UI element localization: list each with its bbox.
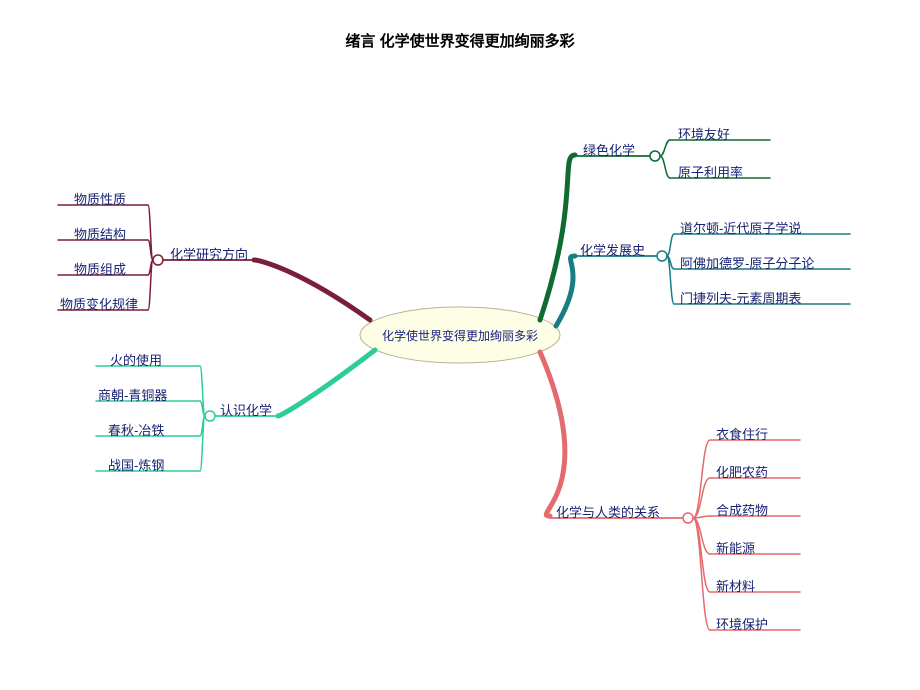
leaf-humanity-0: 衣食住行 xyxy=(716,424,768,443)
mindmap-canvas: 绪言 化学使世界变得更加绚丽多彩 化学使世界变得更加绚丽多彩 化学研究方向物质性… xyxy=(0,0,920,690)
leaf-know-2: 春秋-冶铁 xyxy=(108,420,164,439)
leaf-research-3: 物质变化规律 xyxy=(60,294,138,313)
branch-label-humanity: 化学与人类的关系 xyxy=(556,502,660,521)
leaf-know-3: 战国-炼钢 xyxy=(108,455,164,474)
leaf-humanity-4: 新材料 xyxy=(716,576,755,595)
leaf-humanity-2: 合成药物 xyxy=(716,500,768,519)
branch-label-research: 化学研究方向 xyxy=(170,244,248,263)
branch-label-history: 化学发展史 xyxy=(580,240,645,259)
leaf-research-2: 物质组成 xyxy=(74,259,126,278)
leaf-know-1: 商朝-青铜器 xyxy=(98,385,167,404)
leaf-history-0: 道尔顿-近代原子学说 xyxy=(680,218,801,237)
leaf-research-0: 物质性质 xyxy=(74,189,126,208)
center-node: 化学使世界变得更加绚丽多彩 xyxy=(360,307,560,363)
leaf-green-1: 原子利用率 xyxy=(678,162,743,181)
leaf-humanity-1: 化肥农药 xyxy=(716,462,768,481)
leaf-history-2: 门捷列夫-元素周期表 xyxy=(680,288,801,307)
branch-label-green: 绿色化学 xyxy=(583,140,635,159)
leaf-humanity-3: 新能源 xyxy=(716,538,755,557)
leaf-research-1: 物质结构 xyxy=(74,224,126,243)
leaf-humanity-5: 环境保护 xyxy=(716,614,768,633)
leaf-green-0: 环境友好 xyxy=(678,124,730,143)
leaf-history-1: 阿佛加德罗-原子分子论 xyxy=(680,253,814,272)
leaf-know-0: 火的使用 xyxy=(110,350,162,369)
branch-label-know: 认识化学 xyxy=(220,400,272,419)
